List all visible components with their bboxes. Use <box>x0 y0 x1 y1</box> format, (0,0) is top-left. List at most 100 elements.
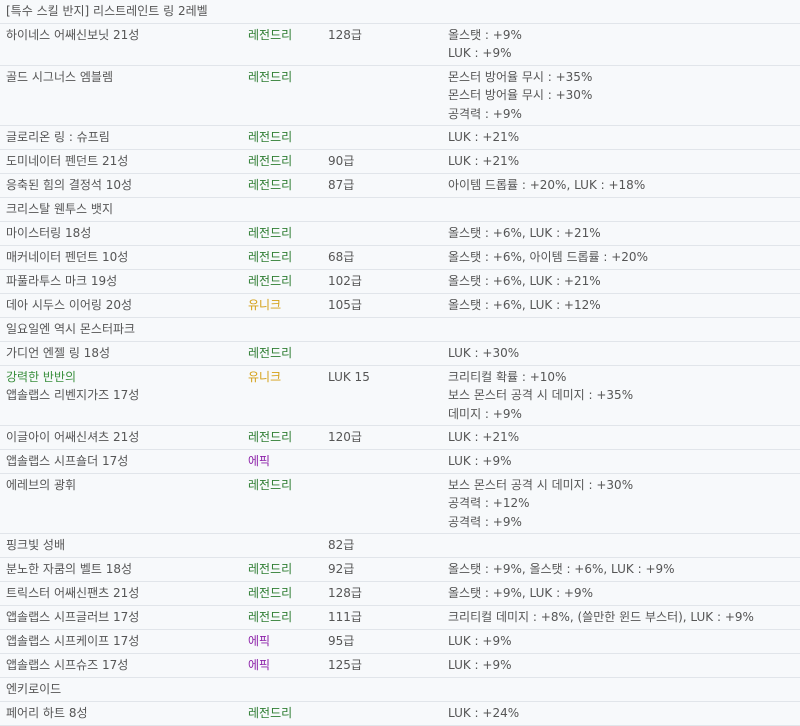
item-level: 95급 <box>322 629 442 654</box>
item-grade: 유니크 <box>242 365 322 426</box>
item-stats: 크리티컬 확률 : +10% 보스 몬스터 공격 시 데미지 : +35% 데미지 … <box>442 365 800 426</box>
table-row: 일요일엔 역시 몬스터파크 <box>0 317 800 342</box>
item-name-line: 파풀라투스 마크 19성 <box>6 273 118 288</box>
item-name: 앱솔랩스 시프케이프 17성 <box>0 629 242 654</box>
item-level <box>322 449 442 474</box>
item-stats: 올스탯 : +9%, LUK : +9% <box>442 581 800 606</box>
item-name-line: 분노한 자쿰의 벨트 18성 <box>6 561 133 576</box>
table-row: 강력한 반반의 앱솔랩스 리벤지가즈 17성 유니크 LUK 15 크리티컬 확률 : … <box>0 365 800 426</box>
item-stats <box>442 0 800 24</box>
table-row: 파풀라투스 마크 19성 레전드리 102급 올스탯 : +6%, LUK : +21… <box>0 269 800 294</box>
item-level <box>322 473 442 534</box>
item-name: 매커네이터 펜던트 10성 <box>0 245 242 270</box>
item-level: 128급 <box>322 581 442 606</box>
stat-line: 올스탯 : +6%, LUK : +21% <box>448 225 601 240</box>
stat-line: 몬스터 방어율 무시 : +35% <box>448 69 593 84</box>
item-stats: 크리티컬 데미지 : +8%, (쓸만한 윈드 부스터), LUK : +9% <box>442 605 800 630</box>
item-name-line: 일요일엔 역시 몬스터파크 <box>6 321 136 336</box>
stat-line: LUK : +9% <box>448 453 512 468</box>
item-grade: 레전드리 <box>242 473 322 534</box>
item-grade: 레전드리 <box>242 125 322 150</box>
item-stats: 올스탯 : +6%, 아이템 드롭률 : +20% <box>442 245 800 270</box>
item-level <box>322 221 442 246</box>
item-name-line: 하이네스 어쌔신보닛 21성 <box>6 27 140 42</box>
item-level: 120급 <box>322 425 442 450</box>
stat-line: LUK : +9% <box>448 46 512 60</box>
item-name: 페어리 하트 8성 <box>0 701 242 726</box>
item-name-line: 앱솔랩스 시프숄더 17성 <box>6 453 129 468</box>
table-row: 에레브의 광휘 레전드리 보스 몬스터 공격 시 데미지 : +30% 공격력 : +… <box>0 473 800 534</box>
item-name: 글로리온 링 : 슈프림 <box>0 125 242 150</box>
item-level: 68급 <box>322 245 442 270</box>
table-row: 도미네이터 펜던트 21성 레전드리 90급 LUK : +21% <box>0 149 800 174</box>
item-name: 앱솔랩스 시프글러브 17성 <box>0 605 242 630</box>
item-level: 128급 <box>322 23 442 66</box>
item-name-line: 매커네이터 펜던트 10성 <box>6 249 129 264</box>
stat-line: LUK : +21% <box>448 429 520 444</box>
stat-line: 몬스터 방어율 무시 : +30% <box>448 88 593 102</box>
item-stats: LUK : +21% <box>442 149 800 174</box>
item-name-line: 데아 시두스 이어링 20성 <box>6 297 133 312</box>
item-name-line: 앱솔랩스 시프글러브 17성 <box>6 609 140 624</box>
item-name: 앱솔랩스 시프슈즈 17성 <box>0 653 242 678</box>
stat-line: LUK : +24% <box>448 705 520 720</box>
item-name: 분노한 자쿰의 벨트 18성 <box>0 557 242 582</box>
item-stats: 보스 몬스터 공격 시 데미지 : +30% 공격력 : +12% 공격력 : +9… <box>442 473 800 534</box>
item-level: 102급 <box>322 269 442 294</box>
item-grade <box>242 317 322 342</box>
table-row: 크리스탈 웬투스 뱃지 <box>0 197 800 222</box>
stat-line: 공격력 : +9% <box>448 514 522 529</box>
table-row: 페어리 하트 8성 레전드리 LUK : +24% <box>0 701 800 726</box>
stat-line: 아이템 드롭률 : +20%, LUK : +18% <box>448 177 646 192</box>
table-row: 데아 시두스 이어링 20성 유니크 105급 올스탯 : +6%, LUK : +1… <box>0 293 800 318</box>
stat-line: 공격력 : +12% <box>448 496 530 510</box>
item-name: 트릭스터 어쌔신팬츠 21성 <box>0 581 242 606</box>
item-name: 가디언 엔젤 링 18성 <box>0 341 242 366</box>
item-name: 이글아이 어쌔신셔츠 21성 <box>0 425 242 450</box>
item-grade: 레전드리 <box>242 605 322 630</box>
item-name: 앱솔랩스 시프숄더 17성 <box>0 449 242 474</box>
item-grade: 레전드리 <box>242 701 322 726</box>
item-name: 도미네이터 펜던트 21성 <box>0 149 242 174</box>
item-grade: 레전드리 <box>242 65 322 126</box>
item-name-line: 가디언 엔젤 링 18성 <box>6 345 110 360</box>
item-grade: 에픽 <box>242 653 322 678</box>
item-name-line: 트릭스터 어쌔신팬츠 21성 <box>6 585 140 600</box>
item-level: 82급 <box>322 533 442 558</box>
stat-line: 올스탯 : +9%, 올스탯 : +6%, LUK : +9% <box>448 561 675 576</box>
item-name-line: 마이스터링 18성 <box>6 225 92 240</box>
item-stats: 올스탯 : +9% LUK : +9% <box>442 23 800 66</box>
stat-line: LUK : +21% <box>448 153 520 168</box>
item-name-line: 이글아이 어쌔신셔츠 21성 <box>6 429 140 444</box>
item-grade: 에픽 <box>242 449 322 474</box>
item-grade: 레전드리 <box>242 425 322 450</box>
item-name-line: 앱솔랩스 시프슈즈 17성 <box>6 657 129 672</box>
item-level: LUK 15 <box>322 365 442 426</box>
item-level: 105급 <box>322 293 442 318</box>
item-level <box>322 701 442 726</box>
stat-line: LUK : +30% <box>448 345 520 360</box>
item-level: 125급 <box>322 653 442 678</box>
item-name-line: 에레브의 광휘 <box>6 477 77 492</box>
table-row: 트릭스터 어쌔신팬츠 21성 레전드리 128급 올스탯 : +9%, LUK : +… <box>0 581 800 606</box>
stat-line: 데미지 : +9% <box>448 406 522 421</box>
table-row: 앱솔랩스 시프케이프 17성 에픽 95급 LUK : +9% <box>0 629 800 654</box>
item-stats: 올스탯 : +6%, LUK : +12% <box>442 293 800 318</box>
stat-line: LUK : +9% <box>448 633 512 648</box>
item-level <box>322 65 442 126</box>
item-grade: 유니크 <box>242 293 322 318</box>
item-name-line: 강력한 반반의 <box>6 369 77 384</box>
item-name-line: 응축된 힘의 결정석 10성 <box>6 177 133 192</box>
item-level: 87급 <box>322 173 442 198</box>
stat-line: 보스 몬스터 공격 시 데미지 : +35% <box>448 388 634 402</box>
item-stats: 아이템 드롭률 : +20%, LUK : +18% <box>442 173 800 198</box>
item-grade <box>242 0 322 24</box>
item-stats: LUK : +30% <box>442 341 800 366</box>
item-grade: 레전드리 <box>242 245 322 270</box>
stat-line: 올스탯 : +6%, LUK : +21% <box>448 273 601 288</box>
item-level <box>322 341 442 366</box>
item-name-line: 골드 시그너스 엠블렘 <box>6 69 113 84</box>
item-level: 111급 <box>322 605 442 630</box>
stat-line: 올스탯 : +6%, 아이템 드롭률 : +20% <box>448 249 648 264</box>
